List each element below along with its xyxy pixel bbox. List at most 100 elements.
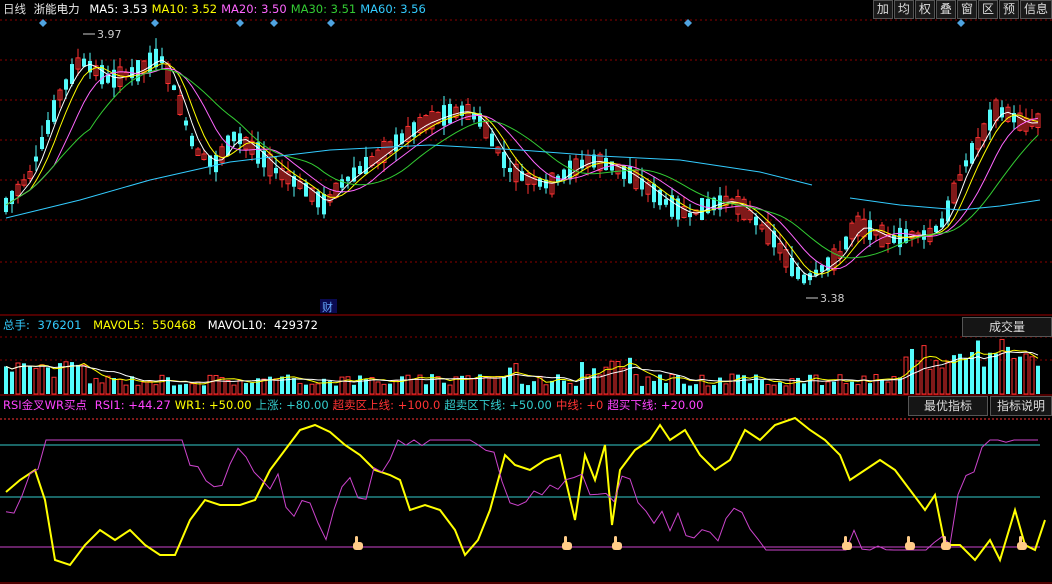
ma-legend: MA5: 3.53 MA10: 3.52 MA20: 3.50 MA30: 3.51 M… bbox=[89, 2, 430, 16]
best-indicator-button[interactable]: 最优指标 bbox=[908, 396, 988, 416]
volume-indicator-button[interactable]: 成交量 bbox=[962, 317, 1052, 337]
rsi-legend-item: 超卖区下线: +50.00 bbox=[444, 398, 552, 412]
ma-line bbox=[5, 67, 1039, 270]
diamond-icon bbox=[151, 19, 159, 27]
volume-bar bbox=[411, 378, 417, 395]
financial-report-badge[interactable]: 财 bbox=[322, 300, 333, 314]
toolbar-button-6[interactable]: 预 bbox=[998, 0, 1019, 19]
volume-bar bbox=[268, 376, 272, 394]
candle-body bbox=[1012, 112, 1016, 123]
candle-body bbox=[676, 198, 680, 220]
volume-bar bbox=[808, 374, 812, 394]
volume-bar bbox=[837, 374, 843, 395]
hand-pointer-icon bbox=[941, 536, 951, 550]
volume-bar bbox=[213, 374, 219, 395]
volume-bar bbox=[430, 374, 434, 394]
toolbar-button-4[interactable]: 窗 bbox=[956, 0, 977, 19]
candle-body bbox=[723, 195, 729, 207]
toolbar-button-0[interactable]: 加 bbox=[872, 0, 893, 19]
candle-body bbox=[652, 183, 656, 203]
candle-body bbox=[285, 171, 291, 185]
volume-bar bbox=[952, 355, 956, 394]
candle-body bbox=[27, 171, 33, 179]
volume-bar bbox=[927, 368, 933, 395]
candle-body bbox=[1017, 112, 1023, 131]
volume-bar bbox=[15, 362, 21, 395]
volume-bar bbox=[322, 378, 326, 394]
volume-bar bbox=[471, 378, 477, 395]
volume-bar bbox=[393, 380, 399, 395]
candle-body bbox=[21, 179, 27, 186]
volume-bar bbox=[933, 360, 939, 395]
volume-bar bbox=[832, 381, 836, 394]
indicator-help-button[interactable]: 指标说明 bbox=[990, 396, 1052, 416]
candle-body bbox=[951, 182, 957, 204]
volume-bar bbox=[562, 380, 566, 394]
ma-line bbox=[5, 59, 1039, 277]
candle-body bbox=[490, 133, 494, 147]
volume-bar bbox=[153, 384, 159, 395]
volume-bar bbox=[615, 360, 621, 395]
stock-name: 浙能电力 bbox=[33, 2, 80, 16]
volume-bar bbox=[63, 361, 69, 395]
toolbar-button-2[interactable]: 权 bbox=[914, 0, 935, 19]
candle-body bbox=[772, 230, 776, 248]
candle-body bbox=[712, 197, 716, 211]
volume-bar bbox=[76, 364, 80, 394]
grid-lines bbox=[0, 19, 1052, 584]
total-volume-label: 总手: 376201 bbox=[3, 318, 82, 332]
volume-bar bbox=[999, 338, 1005, 395]
toolbar-button-5[interactable]: 区 bbox=[977, 0, 998, 19]
candle-body bbox=[645, 182, 651, 195]
candle-body bbox=[970, 143, 974, 164]
volume-bar bbox=[855, 384, 861, 395]
volume-bar bbox=[825, 381, 831, 395]
volume-bar bbox=[694, 384, 698, 394]
volume-bar bbox=[88, 383, 92, 394]
volume-bar bbox=[915, 360, 921, 395]
candle-body bbox=[940, 218, 944, 228]
volume-bar bbox=[652, 380, 656, 394]
volume-bar bbox=[609, 360, 615, 395]
volume-bar bbox=[178, 384, 182, 394]
volume-bar bbox=[309, 383, 315, 395]
candle-body bbox=[52, 100, 56, 122]
volume-bar bbox=[676, 375, 680, 394]
volume-bar bbox=[910, 348, 914, 394]
toolbar-button-1[interactable]: 均 bbox=[893, 0, 914, 19]
toolbar-button-7[interactable]: 信息 bbox=[1019, 0, 1052, 19]
volume-bar bbox=[495, 375, 501, 395]
candle-body bbox=[381, 140, 387, 164]
wr-line bbox=[5, 416, 1046, 567]
candle-body bbox=[495, 146, 501, 154]
volume-bar bbox=[460, 375, 464, 394]
volume-bar bbox=[880, 379, 884, 394]
candle-body bbox=[688, 212, 692, 218]
volume-bar bbox=[964, 358, 968, 394]
candle-body bbox=[249, 140, 255, 155]
volume-header: 总手: 376201 MAVOL5: 550468 MAVOL10: 42937… bbox=[3, 317, 326, 334]
candle-body bbox=[1000, 107, 1004, 118]
volume-bar bbox=[603, 366, 609, 395]
volume-bar bbox=[70, 362, 74, 394]
diamond-icon bbox=[957, 19, 965, 27]
candle-body bbox=[868, 220, 872, 240]
volume-bar bbox=[405, 374, 411, 395]
volume-bar bbox=[388, 383, 392, 394]
volume-bar bbox=[93, 377, 99, 395]
volume-bar bbox=[286, 374, 290, 394]
candle-body bbox=[93, 65, 99, 77]
volume-bar bbox=[502, 376, 506, 394]
candle-body bbox=[885, 233, 891, 245]
toolbar-button-3[interactable]: 叠 bbox=[935, 0, 956, 19]
candle-body bbox=[88, 60, 92, 73]
candle-body bbox=[826, 257, 830, 271]
candle-body bbox=[790, 257, 794, 277]
moving-average-lines bbox=[5, 59, 1041, 277]
candle-body bbox=[46, 120, 50, 134]
volume-bar bbox=[172, 385, 176, 394]
volume-bar bbox=[723, 383, 729, 395]
ma-legend-item: MA60: 3.56 bbox=[360, 2, 426, 16]
event-diamonds[interactable] bbox=[39, 19, 965, 27]
